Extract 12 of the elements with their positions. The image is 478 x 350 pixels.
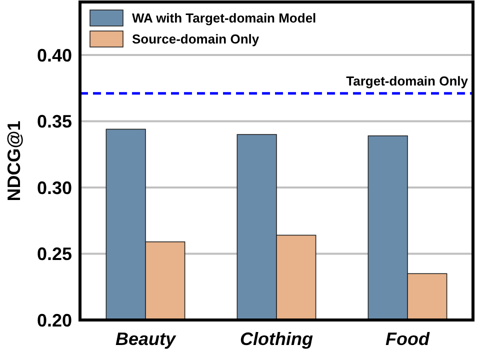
y-tick-label: 0.25 xyxy=(36,244,72,264)
x-tick-label: Food xyxy=(386,329,430,349)
x-tick-label: Beauty xyxy=(115,329,176,349)
x-tick-label: Clothing xyxy=(240,329,313,349)
y-tick-label: 0.20 xyxy=(36,310,72,330)
legend-label: Source-domain Only xyxy=(132,32,260,47)
ref-line-label: Target-domain Only xyxy=(346,73,469,88)
y-tick-label: 0.35 xyxy=(36,112,72,132)
y-tick-label: 0.40 xyxy=(36,45,72,66)
y-axis-title: NDCG@1 xyxy=(4,120,24,202)
y-tick-label: 0.30 xyxy=(36,178,72,198)
legend-label: WA with Target-domain Model xyxy=(132,10,316,26)
